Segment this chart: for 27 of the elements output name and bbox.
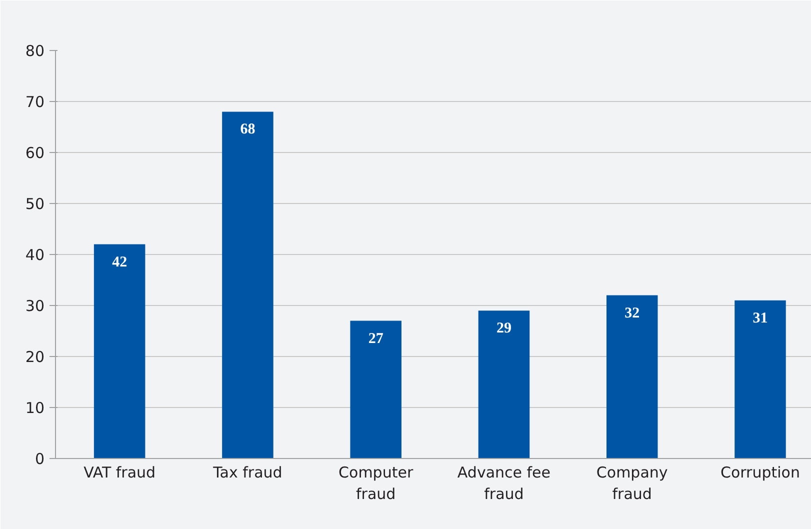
x-tick-label: Corruption [720, 464, 800, 482]
x-tick-label: Computer fraud [338, 464, 414, 504]
y-tick-label: 40 [25, 246, 45, 264]
data-label: 31 [752, 310, 768, 326]
x-tick-label: Advance fee fraud [457, 464, 551, 504]
bar [734, 300, 786, 458]
x-tick-label: VAT fraud [84, 464, 156, 482]
y-tick-label: 10 [25, 399, 45, 417]
data-label: 32 [624, 305, 640, 322]
data-label: 68 [240, 122, 256, 138]
x-tick-label: Tax fraud [212, 464, 282, 482]
y-tick-label: 60 [25, 144, 45, 162]
data-label: 27 [368, 330, 384, 347]
bar [222, 112, 274, 458]
y-tick-label: 20 [25, 348, 45, 366]
y-tick-label: 50 [25, 195, 45, 213]
bar [478, 310, 530, 458]
bar [606, 295, 658, 458]
y-tick-label: 80 [25, 42, 45, 60]
bar [350, 320, 402, 458]
y-tick-label: 0 [34, 450, 45, 468]
data-label: 29 [496, 320, 512, 337]
y-tick-label: 70 [25, 93, 45, 111]
y-tick-label: 30 [25, 297, 45, 315]
x-tick-label: Company fraud [596, 464, 668, 504]
bar [94, 244, 146, 458]
data-label: 42 [112, 254, 128, 270]
